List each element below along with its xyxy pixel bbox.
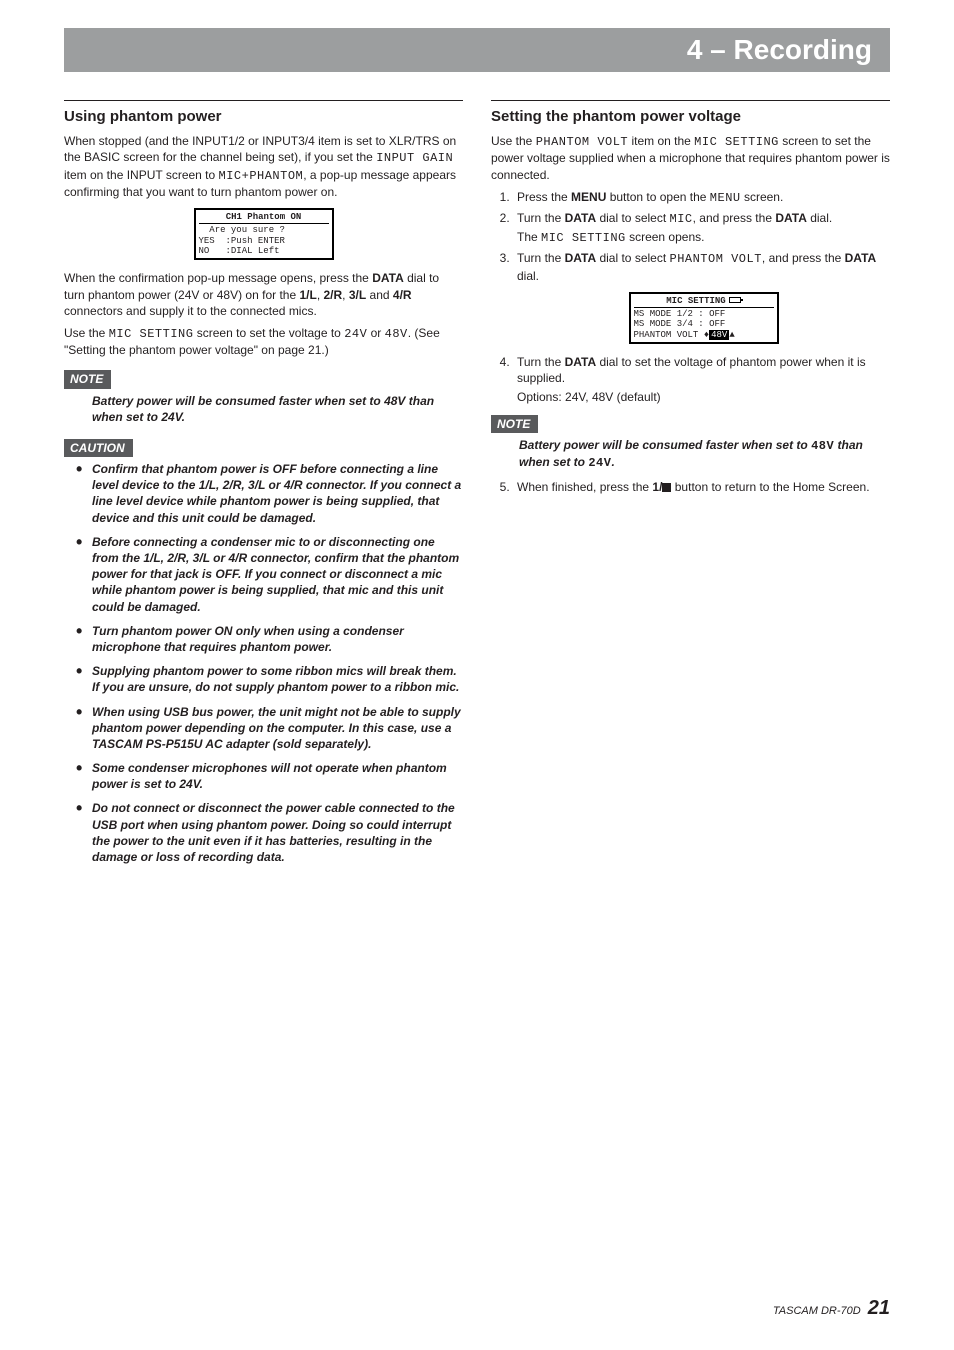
caution-label: CAUTION — [64, 439, 133, 457]
note-text: Battery power will be consumed faster wh… — [92, 393, 463, 425]
left-column: Using phantom power When stopped (and th… — [64, 100, 463, 873]
step: Press the MENU button to open the MENU s… — [513, 189, 890, 206]
right-column: Setting the phantom power voltage Use th… — [491, 100, 890, 873]
lcd-text: MIC+PHANTOM — [219, 169, 304, 183]
lcd-text: MENU — [710, 191, 741, 205]
caution-list: Confirm that phantom power is OFF before… — [76, 461, 463, 865]
note-text: Battery power will be consumed faster wh… — [519, 437, 890, 471]
steps-list: Press the MENU button to open the MENU s… — [491, 189, 890, 405]
lcd-text: INPUT GAIN — [376, 151, 453, 165]
step: When finished, press the 1/ button to re… — [513, 479, 890, 495]
step-sub: The MIC SETTING screen opens. — [517, 229, 890, 246]
lcd-text: PHANTOM VOLT — [536, 135, 628, 149]
para: When the confirmation pop-up message ope… — [64, 270, 463, 319]
lcd-text: PHANTOM VOLT — [670, 252, 762, 266]
lcd-text: 24V — [344, 327, 367, 341]
step: Turn the DATA dial to select MIC, and pr… — [513, 210, 890, 246]
steps-list-continued: When finished, press the 1/ button to re… — [491, 479, 890, 495]
para: Use the MIC SETTING screen to set the vo… — [64, 325, 463, 358]
section-heading-phantom: Using phantom power — [64, 100, 463, 127]
footer: TASCAM DR-70D 21 — [773, 1295, 890, 1322]
step: Turn the DATA dial to select PHANTOM VOL… — [513, 250, 890, 344]
caution-item: Supplying phantom power to some ribbon m… — [76, 663, 463, 695]
page-number: 21 — [868, 1297, 890, 1319]
caution-item: Turn phantom power ON only when using a … — [76, 623, 463, 655]
note-label: NOTE — [491, 415, 538, 433]
section-heading-voltage: Setting the phantom power voltage — [491, 100, 890, 127]
para: Use the PHANTOM VOLT item on the MIC SET… — [491, 133, 890, 183]
caution-item: When using USB bus power, the unit might… — [76, 704, 463, 753]
chapter-title: 4 – Recording — [687, 31, 872, 69]
selected-value: 48V — [709, 330, 729, 340]
lcd-screen: MIC SETTING MS MODE 1/2 : OFF MS MODE 3/… — [629, 292, 779, 344]
caution-item: Do not connect or disconnect the power c… — [76, 800, 463, 865]
lcd-text: MIC — [670, 212, 693, 226]
step: Turn the DATA dial to set the voltage of… — [513, 354, 890, 405]
lcd-text: 48V — [385, 327, 408, 341]
figure-phantom-confirm: CH1 Phantom ON Are you sure ? YES :Push … — [64, 208, 463, 260]
lcd-text: MIC SETTING — [109, 327, 194, 341]
lcd-screen: CH1 Phantom ON Are you sure ? YES :Push … — [194, 208, 334, 260]
lcd-text: 24V — [588, 456, 611, 470]
battery-icon — [729, 297, 741, 303]
caution-item: Some condenser microphones will not oper… — [76, 760, 463, 792]
footer-model: TASCAM DR-70D — [773, 1305, 864, 1317]
para: When stopped (and the INPUT1/2 or INPUT3… — [64, 133, 463, 200]
lcd-text: MIC SETTING — [694, 135, 779, 149]
caution-item: Before connecting a condenser mic to or … — [76, 534, 463, 615]
caution-item: Confirm that phantom power is OFF before… — [76, 461, 463, 526]
chapter-header: 4 – Recording — [64, 28, 890, 72]
step-sub: Options: 24V, 48V (default) — [517, 389, 890, 405]
note-label: NOTE — [64, 370, 111, 388]
figure-mic-setting: MIC SETTING MS MODE 1/2 : OFF MS MODE 3/… — [517, 292, 890, 344]
lcd-text: MIC SETTING — [541, 231, 626, 245]
lcd-text: 48V — [811, 439, 834, 453]
